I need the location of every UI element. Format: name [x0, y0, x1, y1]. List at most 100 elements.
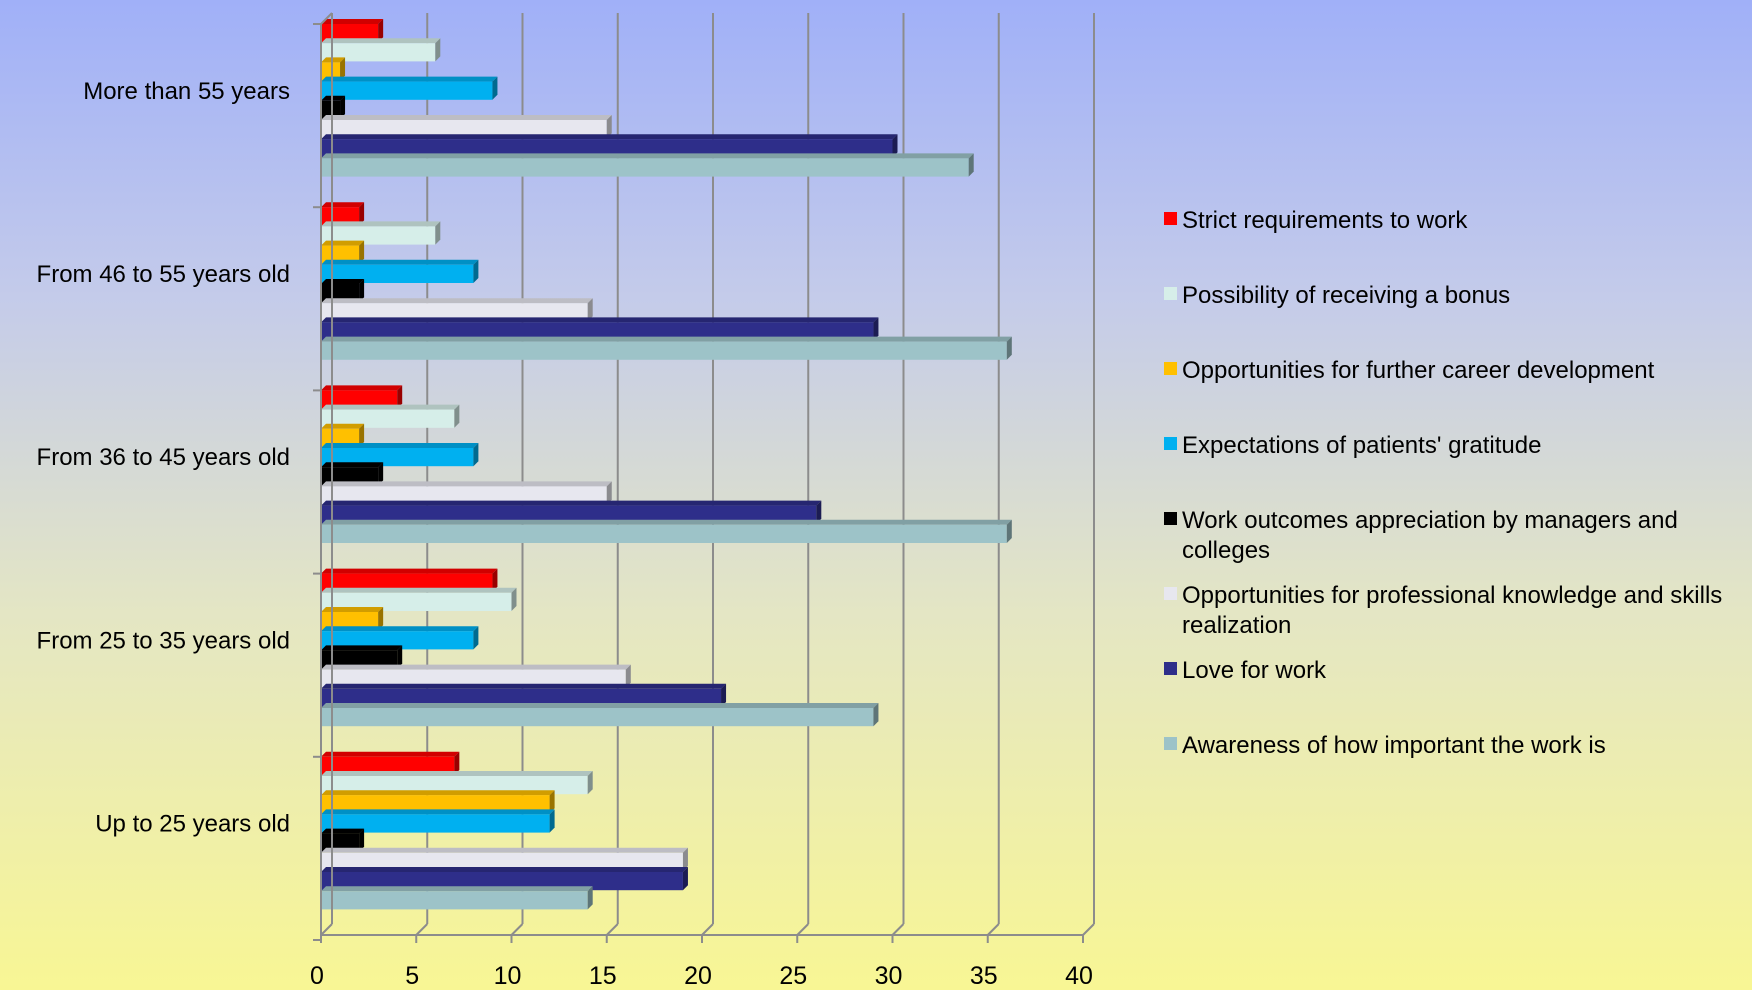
bar-top-face — [321, 847, 688, 853]
bar-top-face — [321, 481, 612, 487]
bar-side-face — [340, 95, 346, 119]
y-tick-label: From 36 to 45 years old — [37, 444, 290, 471]
bar-top-face — [321, 279, 365, 284]
bar-side-face — [1006, 519, 1012, 543]
bar — [321, 872, 683, 891]
bar — [321, 776, 588, 795]
bar-top-face — [321, 134, 898, 140]
bar-top-face — [321, 240, 365, 246]
bar-top-face — [321, 683, 727, 689]
bar — [321, 467, 379, 486]
bar-top-face — [321, 221, 441, 227]
bar-side-face — [397, 385, 403, 409]
x-tick-label: 0 — [310, 962, 324, 990]
bar-side-face — [873, 703, 879, 727]
bar-top-face — [321, 828, 365, 834]
legend-swatch — [1164, 587, 1177, 600]
bar-top-face — [321, 76, 498, 82]
bar-side-face — [492, 76, 498, 100]
labels: 0 5 10 15 20 25 30 35 40 More than 55 years From 4… — [37, 78, 1093, 990]
legend-item: Opportunities for further career develop… — [1160, 340, 1745, 415]
bar — [321, 631, 474, 650]
y-tick-label: More than 55 years — [83, 78, 290, 105]
legend-swatch — [1164, 662, 1177, 675]
legend-swatch — [1164, 512, 1177, 525]
y-axis-top-depth — [320, 12, 333, 25]
legend-item: Awareness of how important the work is — [1160, 715, 1745, 790]
bar — [321, 795, 550, 814]
y-tick-label: From 46 to 55 years old — [37, 261, 290, 288]
gridline-depth — [415, 923, 428, 936]
bar — [321, 158, 969, 177]
bar — [321, 833, 360, 852]
bar — [321, 390, 398, 409]
bar-top-face — [321, 259, 479, 265]
bar-side-face — [359, 240, 365, 264]
bar-top-face — [321, 607, 384, 612]
bar-side-face — [397, 645, 403, 669]
bar-side-face — [606, 481, 612, 505]
bar — [321, 207, 360, 226]
x-tick-label: 5 — [405, 962, 419, 990]
bar-side-face — [359, 423, 365, 447]
gridline-depth — [796, 923, 809, 936]
legend-label: Expectations of patients' gratitude — [1182, 432, 1542, 459]
bar-top-face — [321, 462, 384, 468]
bar-side-face — [473, 626, 479, 650]
bar — [321, 448, 474, 467]
x-tick-label: 15 — [589, 962, 617, 990]
bar-side-face — [435, 38, 441, 62]
bar — [321, 708, 874, 727]
legend-item: Strict requirements to work — [1160, 190, 1745, 265]
bar-side-face — [587, 298, 593, 322]
bar-side-face — [587, 771, 593, 795]
x-tick-label: 35 — [970, 962, 998, 990]
bar-top-face — [321, 587, 517, 593]
legend-item: Work outcomes appreciation by managers a… — [1160, 490, 1745, 565]
bar — [321, 43, 436, 62]
legend-swatch — [1164, 737, 1177, 750]
bar-side-face — [359, 202, 365, 226]
bar-top-face — [321, 809, 555, 815]
bar — [321, 524, 1007, 543]
bar-side-face — [625, 664, 631, 688]
bar-top-face — [321, 38, 441, 44]
x-tick-label: 20 — [684, 962, 712, 990]
legend: Strict requirements to work Possibility o… — [1160, 190, 1745, 790]
bar-side-face — [968, 153, 974, 177]
bar-side-face — [378, 462, 384, 486]
bar-side-face — [1006, 336, 1012, 360]
bar — [321, 756, 455, 775]
bar-top-face — [321, 115, 612, 120]
bars — [321, 19, 1012, 910]
legend-swatch — [1164, 437, 1177, 450]
legend-label: Opportunities for professional knowledge… — [1182, 582, 1723, 639]
bar-side-face — [473, 443, 479, 467]
bar-side-face — [587, 886, 593, 910]
y-tick-label: Up to 25 years old — [95, 811, 290, 838]
bar-top-face — [321, 95, 346, 101]
bar-side-face — [435, 221, 441, 245]
bar-side-face — [511, 587, 517, 611]
bar — [321, 409, 455, 428]
legend-swatch — [1164, 362, 1177, 375]
legend-swatch — [1164, 212, 1177, 225]
bar-top-face — [321, 298, 593, 304]
legend-label: Love for work — [1182, 657, 1327, 684]
bar — [321, 139, 893, 158]
bar-top-face — [321, 771, 593, 776]
bar-top-face — [321, 645, 403, 651]
bar-top-face — [321, 404, 460, 410]
bar-top-face — [321, 57, 346, 63]
bar-side-face — [682, 867, 688, 891]
y-tick-label: From 25 to 35 years old — [37, 627, 290, 654]
legend-item: Expectations of patients' gratitude — [1160, 415, 1745, 490]
bar — [321, 612, 379, 631]
bar — [321, 341, 1007, 360]
bar-top-face — [321, 886, 593, 892]
bar — [321, 486, 607, 505]
bar — [321, 650, 398, 669]
bar-top-face — [321, 385, 403, 391]
legend-label: Opportunities for further career develop… — [1182, 357, 1655, 384]
